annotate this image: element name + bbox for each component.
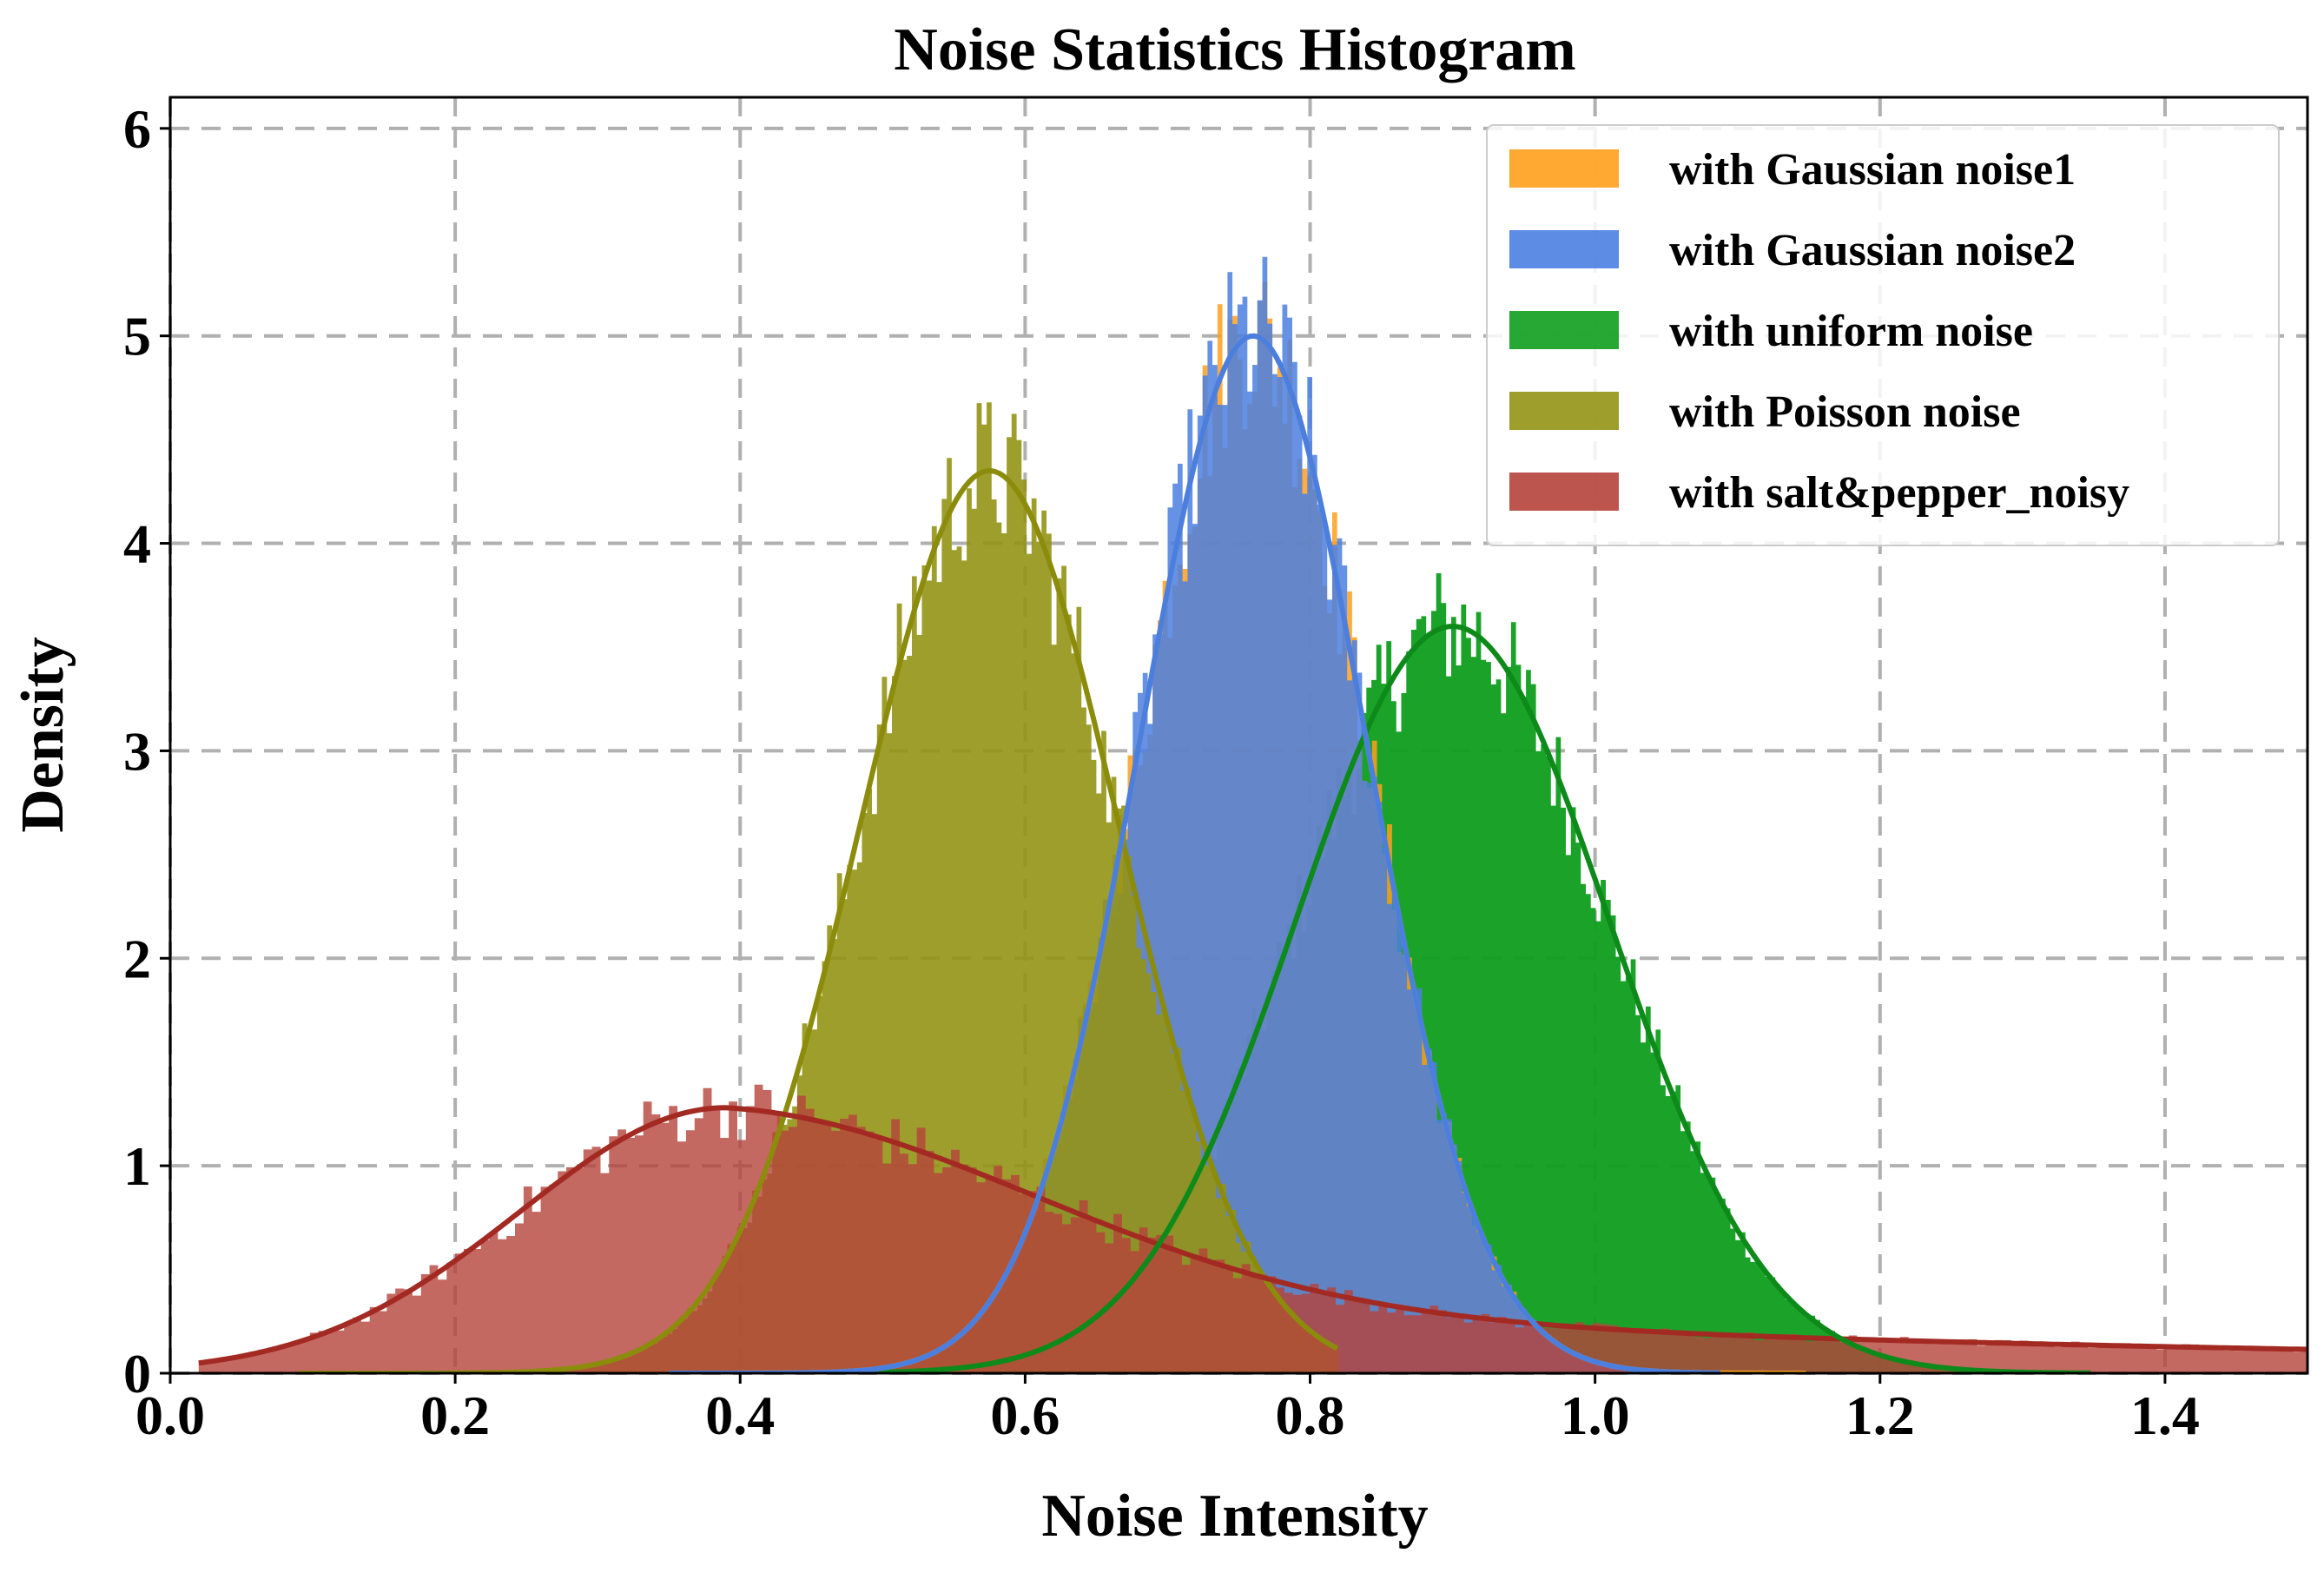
x-tick-label: 0.4 bbox=[705, 1385, 775, 1446]
legend-swatch bbox=[1509, 473, 1619, 511]
legend-label: with Poisson noise bbox=[1669, 387, 2021, 437]
histogram-bars-series bbox=[669, 256, 1724, 1373]
y-tick-label: 1 bbox=[123, 1135, 151, 1197]
legend-box bbox=[1486, 124, 2280, 546]
y-tick-label: 3 bbox=[123, 720, 151, 782]
legend-label: with uniform noise bbox=[1669, 307, 2033, 356]
x-tick-label: 0.6 bbox=[990, 1385, 1060, 1446]
histogram-bars bbox=[198, 256, 2307, 1373]
x-tick-label: 1.0 bbox=[1561, 1385, 1630, 1446]
legend-label: with salt&pepper_noisy bbox=[1669, 468, 2129, 518]
y-tick-label: 2 bbox=[123, 928, 151, 989]
legend-label: with Gaussian noise2 bbox=[1669, 226, 2076, 275]
y-axis-ticks: 0 1 2 3 4 5 6 bbox=[123, 98, 170, 1404]
x-tick-label: 1.2 bbox=[1845, 1385, 1915, 1446]
density-curve-series bbox=[669, 333, 1720, 1373]
x-tick-label: 1.4 bbox=[2130, 1385, 2200, 1446]
density-curve-series bbox=[782, 624, 2091, 1373]
y-tick-label: 0 bbox=[123, 1343, 151, 1404]
density-curve-series bbox=[198, 1105, 2307, 1366]
y-tick-label: 6 bbox=[123, 98, 151, 160]
x-tick-label: 0.8 bbox=[1276, 1385, 1345, 1446]
legend-swatch bbox=[1509, 149, 1619, 188]
legend-swatch bbox=[1509, 311, 1619, 349]
y-tick-label: 4 bbox=[123, 513, 151, 575]
histogram-bars-series bbox=[782, 573, 2094, 1373]
histogram-bars-series bbox=[198, 1084, 2307, 1373]
x-axis-label: Noise Intensity bbox=[1041, 1483, 1428, 1550]
x-tick-label: 0.0 bbox=[135, 1385, 205, 1446]
legend-label: with Gaussian noise1 bbox=[1669, 145, 2076, 195]
legend-swatch bbox=[1509, 230, 1619, 268]
histogram-bars-series bbox=[298, 402, 1339, 1373]
y-axis-label: Density bbox=[10, 637, 76, 833]
y-tick-label: 5 bbox=[123, 306, 151, 367]
x-axis-ticks: 0.0 0.2 0.4 0.6 0.8 1.0 1.2 1.4 bbox=[135, 1373, 2200, 1446]
chart-title: Noise Statistics Histogram bbox=[894, 17, 1575, 83]
x-tick-label: 0.2 bbox=[420, 1385, 490, 1446]
legend-swatch bbox=[1509, 392, 1619, 430]
legend: with Gaussian noise1 with Gaussian noise2… bbox=[1486, 124, 2280, 546]
plot-frame bbox=[168, 96, 2309, 1375]
